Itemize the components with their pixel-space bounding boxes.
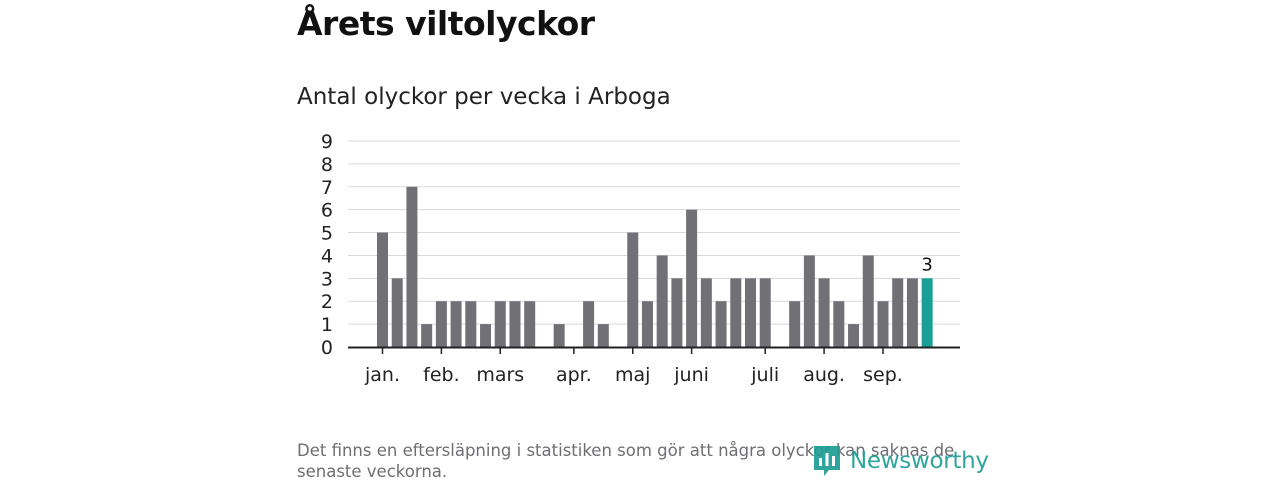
newsworthy-logo-icon xyxy=(814,446,840,476)
bar xyxy=(671,278,683,347)
x-tick-label: sep. xyxy=(863,364,903,386)
bar xyxy=(435,301,447,347)
footnote: Det finns en eftersläpning i statistiken… xyxy=(297,441,955,481)
y-tick-label: 1 xyxy=(321,314,333,336)
x-tick-label: maj xyxy=(615,364,650,386)
y-tick-label: 2 xyxy=(321,291,333,313)
y-tick-label: 8 xyxy=(321,154,333,176)
x-tick-label: mars xyxy=(476,364,524,386)
bar xyxy=(656,255,668,347)
x-tick-label: juli xyxy=(750,364,779,386)
bar xyxy=(450,301,462,347)
bar xyxy=(686,209,698,347)
bar xyxy=(421,324,433,347)
x-tick-label: jan. xyxy=(364,364,400,386)
page-title: Årets viltolyckor xyxy=(297,4,595,43)
y-tick-label: 4 xyxy=(321,245,333,267)
bar xyxy=(818,278,830,347)
bar xyxy=(377,232,388,347)
bar xyxy=(803,255,815,347)
bar xyxy=(583,301,595,347)
y-tick-label: 0 xyxy=(321,337,333,359)
bar xyxy=(759,278,771,347)
x-tick-label: aug. xyxy=(803,364,845,386)
chart-title: Antal olyckor per vecka i Arboga xyxy=(297,84,671,110)
x-tick-label: feb. xyxy=(423,364,459,386)
y-tick-label: 3 xyxy=(321,268,333,290)
bar xyxy=(730,278,742,347)
bar xyxy=(406,186,418,347)
bar xyxy=(391,278,403,347)
bars xyxy=(377,186,933,347)
bar xyxy=(789,301,801,347)
bar xyxy=(465,301,477,347)
bar xyxy=(833,301,845,347)
grid-lines xyxy=(348,140,960,325)
bar xyxy=(524,301,536,347)
bar xyxy=(862,255,874,347)
bar xyxy=(715,301,727,347)
bar xyxy=(877,301,889,347)
bar xyxy=(700,278,712,347)
x-tick-label: juni xyxy=(673,364,709,386)
bar xyxy=(597,324,609,347)
y-tick-label: 7 xyxy=(321,177,333,199)
bar xyxy=(641,301,653,347)
bar xyxy=(509,301,521,347)
bar xyxy=(906,278,918,347)
y-tick-label: 5 xyxy=(321,223,333,245)
bar-highlight xyxy=(921,278,933,347)
bar xyxy=(848,324,860,347)
bar xyxy=(480,324,492,347)
bar xyxy=(745,278,756,347)
data-labels: 3 xyxy=(921,254,932,275)
brand-logo: Newsworthy xyxy=(812,444,989,478)
bar xyxy=(494,301,506,347)
y-tick-label: 9 xyxy=(321,131,333,153)
bar xyxy=(892,278,904,347)
x-axis-month-ticks: jan. feb. mars apr. maj juni juli aug. sep. xyxy=(364,347,903,386)
bar xyxy=(553,324,565,347)
brand-name: Newsworthy xyxy=(850,448,989,474)
data-label-latest: 3 xyxy=(921,254,932,275)
x-tick-label: apr. xyxy=(556,364,592,386)
y-tick-label: 6 xyxy=(321,200,333,222)
bar xyxy=(627,232,639,347)
